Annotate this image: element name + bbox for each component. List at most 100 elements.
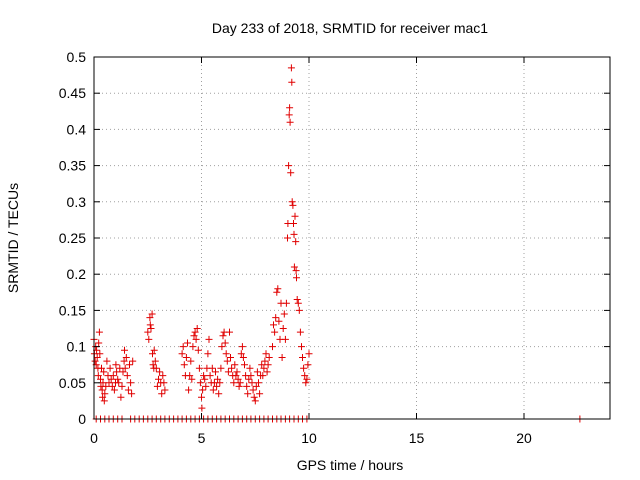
data-point bbox=[218, 343, 226, 351]
data-point bbox=[101, 390, 109, 398]
data-point bbox=[100, 368, 108, 376]
data-point bbox=[145, 335, 153, 343]
data-point bbox=[281, 335, 289, 343]
data-point bbox=[235, 382, 243, 390]
data-point bbox=[103, 357, 111, 365]
data-point bbox=[182, 354, 190, 361]
data-point bbox=[233, 368, 241, 376]
data-point bbox=[144, 328, 152, 336]
data-point bbox=[184, 339, 191, 347]
data-point bbox=[278, 354, 286, 361]
data-point bbox=[159, 372, 167, 380]
y-axis-label: SRMTID / TECUs bbox=[5, 183, 21, 293]
data-point bbox=[123, 372, 131, 380]
data-point bbox=[209, 386, 217, 394]
data-point bbox=[292, 238, 300, 246]
x-axis-ticks: 0 5 10 15 20 bbox=[90, 57, 532, 446]
data-point bbox=[192, 335, 200, 343]
data-point bbox=[288, 78, 296, 86]
data-point bbox=[287, 169, 295, 177]
data-point bbox=[259, 372, 267, 380]
data-point bbox=[289, 201, 297, 209]
data-point bbox=[109, 372, 117, 380]
y-tick-label: 0.2 bbox=[67, 266, 87, 282]
data-point bbox=[122, 354, 130, 361]
plot-frame bbox=[93, 56, 611, 420]
data-point bbox=[146, 321, 154, 329]
data-point bbox=[212, 368, 219, 376]
data-point bbox=[120, 357, 128, 365]
data-point bbox=[198, 393, 205, 401]
data-point bbox=[269, 343, 276, 351]
y-tick-label: 0.1 bbox=[67, 339, 87, 355]
data-point bbox=[208, 364, 216, 372]
data-point bbox=[194, 346, 202, 354]
data-point bbox=[113, 368, 121, 376]
data-point bbox=[290, 263, 298, 271]
data-point bbox=[296, 328, 304, 336]
data-point bbox=[275, 317, 283, 325]
data-point bbox=[189, 343, 197, 351]
x-axis-label: GPS time / hours bbox=[297, 457, 404, 473]
data-point bbox=[200, 372, 208, 380]
data-point bbox=[273, 288, 281, 296]
data-point bbox=[272, 314, 280, 322]
data-point bbox=[290, 220, 297, 227]
data-point bbox=[126, 361, 133, 369]
data-point bbox=[115, 379, 123, 387]
data-point bbox=[248, 379, 256, 387]
data-point bbox=[284, 234, 291, 242]
data-point bbox=[214, 375, 222, 383]
data-point bbox=[185, 386, 193, 394]
data-point bbox=[226, 328, 233, 336]
data-point bbox=[93, 354, 101, 361]
data-point bbox=[100, 397, 108, 405]
data-point bbox=[202, 382, 210, 390]
data-point bbox=[98, 386, 106, 394]
data-point bbox=[223, 357, 231, 365]
data-point bbox=[108, 382, 116, 390]
data-point bbox=[128, 390, 136, 398]
data-point bbox=[155, 375, 162, 383]
data-point bbox=[282, 299, 290, 307]
x-tick-label: 10 bbox=[301, 430, 317, 446]
data-point bbox=[99, 379, 107, 387]
data-point bbox=[286, 118, 294, 126]
y-tick-label: 0.25 bbox=[59, 230, 86, 246]
data-point bbox=[216, 379, 224, 387]
data-point bbox=[215, 390, 223, 398]
data-point bbox=[196, 379, 204, 387]
data-point bbox=[303, 375, 311, 383]
data-point bbox=[301, 372, 309, 380]
data-point bbox=[110, 386, 118, 394]
data-point bbox=[255, 379, 262, 387]
data-point bbox=[178, 350, 186, 358]
data-point bbox=[187, 357, 195, 365]
x-tick-label: 5 bbox=[198, 430, 206, 446]
data-point bbox=[91, 357, 99, 365]
data-point bbox=[205, 335, 213, 343]
y-tick-label: 0 bbox=[78, 411, 86, 427]
data-point bbox=[199, 386, 207, 394]
data-point bbox=[121, 346, 128, 354]
data-point bbox=[94, 372, 102, 380]
data-point bbox=[293, 274, 300, 282]
data-point bbox=[243, 382, 251, 390]
data-point bbox=[149, 350, 156, 358]
y-axis-ticks: 0 0.05 0.1 0.15 0.2 0.25 0.3 0.35 0.4 0.45 0.5 bbox=[59, 49, 610, 427]
y-tick-label: 0.5 bbox=[67, 49, 87, 65]
data-point bbox=[102, 382, 110, 390]
data-point bbox=[191, 328, 199, 336]
data-point bbox=[299, 354, 306, 361]
data-point bbox=[206, 372, 214, 380]
data-point bbox=[271, 328, 279, 336]
data-point bbox=[261, 357, 269, 365]
data-point bbox=[222, 350, 230, 358]
data-point bbox=[252, 382, 260, 390]
x-tick-label: 0 bbox=[90, 430, 98, 446]
data-point bbox=[236, 379, 244, 387]
data-point bbox=[227, 354, 234, 361]
data-point bbox=[238, 343, 246, 351]
data-point bbox=[160, 379, 168, 387]
